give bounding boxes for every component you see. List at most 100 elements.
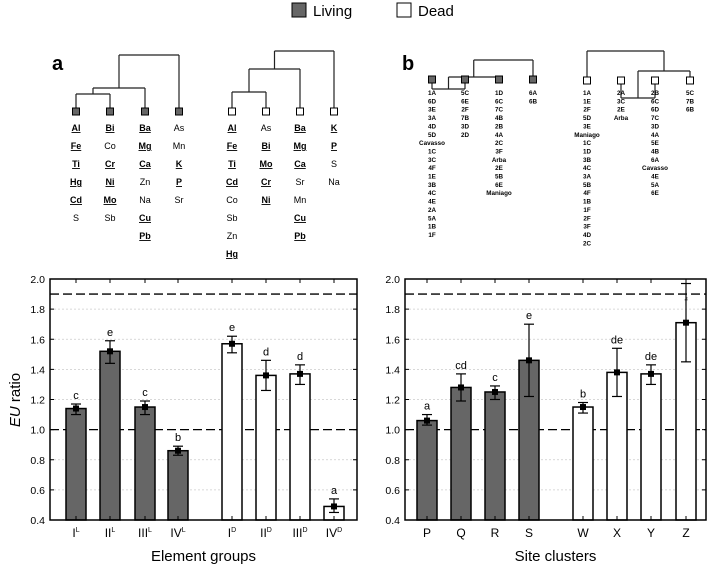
site-label: 1F xyxy=(583,207,591,214)
y-tick-label: 1.2 xyxy=(30,395,45,407)
site-label: 5A xyxy=(428,215,437,222)
element-label: Cd xyxy=(226,177,238,187)
x-tick-label: S xyxy=(525,526,533,540)
x-tick-label: IIID xyxy=(292,526,307,540)
site-label: 6D xyxy=(428,98,437,105)
dendrogram-leaf-marker xyxy=(495,75,503,84)
site-label: 6C xyxy=(495,98,504,105)
x-tick-label-sup: D xyxy=(231,527,236,534)
element-label: Cr xyxy=(261,177,271,187)
x-tick-label-base: IV xyxy=(326,526,337,540)
element-label: Ti xyxy=(228,159,236,169)
site-label: Arba xyxy=(492,157,507,164)
y-tick-label: 1.0 xyxy=(385,425,400,437)
element-label: Ni xyxy=(106,177,115,187)
y-tick-label: 0.4 xyxy=(30,515,45,527)
x-tick-label-base: III xyxy=(292,526,302,540)
y-axis-label-rest: ratio xyxy=(7,373,24,406)
significance-letter: b xyxy=(175,432,181,444)
site-label: 1D xyxy=(495,90,504,97)
element-label: Cu xyxy=(139,213,151,223)
significance-letter: de xyxy=(611,334,623,346)
mean-marker xyxy=(142,404,148,411)
element-label: Pb xyxy=(294,231,306,241)
element-label: Zn xyxy=(227,231,238,241)
x-tick-label: Q xyxy=(456,526,465,540)
element-label: Sb xyxy=(104,213,115,223)
site-label: 6B xyxy=(686,107,695,114)
x-tick-label-base: S xyxy=(525,526,533,540)
y-tick-label: 0.6 xyxy=(30,485,45,497)
site-label: 1D xyxy=(583,148,592,155)
site-label: 3F xyxy=(495,148,503,155)
site-label: 2C xyxy=(583,240,592,247)
site-label: Arba xyxy=(614,115,629,122)
site-label: 7B xyxy=(461,115,470,122)
dendrogram-leaf-marker xyxy=(72,107,80,116)
bar-dead xyxy=(255,374,277,521)
element-label: Al xyxy=(72,123,81,133)
site-label: 7C xyxy=(651,115,660,122)
site-label: 3D xyxy=(651,123,660,130)
bar-chart-b: 2.0 1.8 1.6 1.4 1.2 1.0 0.8 0.6 0.4 a Pcd Qc Re Sb Wde… xyxy=(385,274,707,565)
site-label: 6D xyxy=(651,107,660,114)
element-label: Ti xyxy=(72,159,80,169)
y-tick-label: 1.0 xyxy=(30,425,45,437)
panel-letter-b: b xyxy=(402,53,414,75)
site-label: 4D xyxy=(428,123,437,130)
x-tick-label: P xyxy=(423,526,431,540)
dendrogram-leaf-marker xyxy=(106,107,114,116)
x-tick-label-sup: L xyxy=(182,527,186,534)
site-label: 4A xyxy=(651,132,660,139)
site-label: 3A xyxy=(583,174,592,181)
mean-marker xyxy=(648,370,654,377)
y-tick-label: 2.0 xyxy=(30,274,45,286)
bar-living xyxy=(65,407,87,521)
element-label: Na xyxy=(139,195,151,205)
site-label: 7C xyxy=(495,107,504,114)
bar-living xyxy=(416,419,438,521)
element-label: Pb xyxy=(139,231,151,241)
site-label: 4B xyxy=(495,115,504,122)
x-tick-label: IVD xyxy=(326,526,342,540)
site-label: 4E xyxy=(428,199,436,206)
site-label: 6E xyxy=(495,182,503,189)
x-tick-label-base: P xyxy=(423,526,431,540)
bar-charts: 2.01.81.61.41.21.00.80.60.4cILeIILcIIILb… xyxy=(30,274,707,565)
significance-letter: d xyxy=(297,351,303,363)
element-label: Ni xyxy=(262,195,271,205)
element-label: S xyxy=(73,213,79,223)
site-label: 1B xyxy=(583,199,592,206)
x-tick-label: ID xyxy=(228,526,236,540)
site-label: 5B xyxy=(583,182,592,189)
site-label: 5D xyxy=(583,115,592,122)
x-tick-label: IID xyxy=(260,526,272,540)
x-tick-label: W xyxy=(577,526,589,540)
significance-letter: f xyxy=(684,297,688,309)
dendrogram-leaf-marker xyxy=(583,76,591,85)
site-label: 6A xyxy=(529,90,538,97)
x-tick-label-base: R xyxy=(491,526,500,540)
significance-letter: cd xyxy=(455,360,467,372)
site-label: 5D xyxy=(428,132,437,139)
legend-label-living: Living xyxy=(313,3,352,20)
y-tick-label: 1.4 xyxy=(30,364,45,376)
site-label: 2B xyxy=(495,123,504,130)
bar-chart-a: 2.01.81.61.41.21.00.80.60.4cILeIILcIIILb… xyxy=(30,274,358,565)
bar-dead xyxy=(640,373,662,521)
x-tick-label-sup: L xyxy=(148,527,152,534)
x-axis-label: Element groups xyxy=(151,548,256,565)
x-tick-label: IL xyxy=(72,526,79,540)
element-label: Cr xyxy=(105,159,115,169)
site-label: 1B xyxy=(428,224,437,231)
element-label: Mn xyxy=(173,141,186,151)
site-label: 3B xyxy=(583,157,592,164)
x-tick-label: X xyxy=(613,526,621,540)
x-tick-label-base: X xyxy=(613,526,621,540)
legend-label-dead: Dead xyxy=(418,3,454,20)
site-label: 3D xyxy=(461,123,470,130)
element-label: Bi xyxy=(106,123,115,133)
bar-living xyxy=(99,350,121,521)
significance-letter: a xyxy=(331,485,338,497)
